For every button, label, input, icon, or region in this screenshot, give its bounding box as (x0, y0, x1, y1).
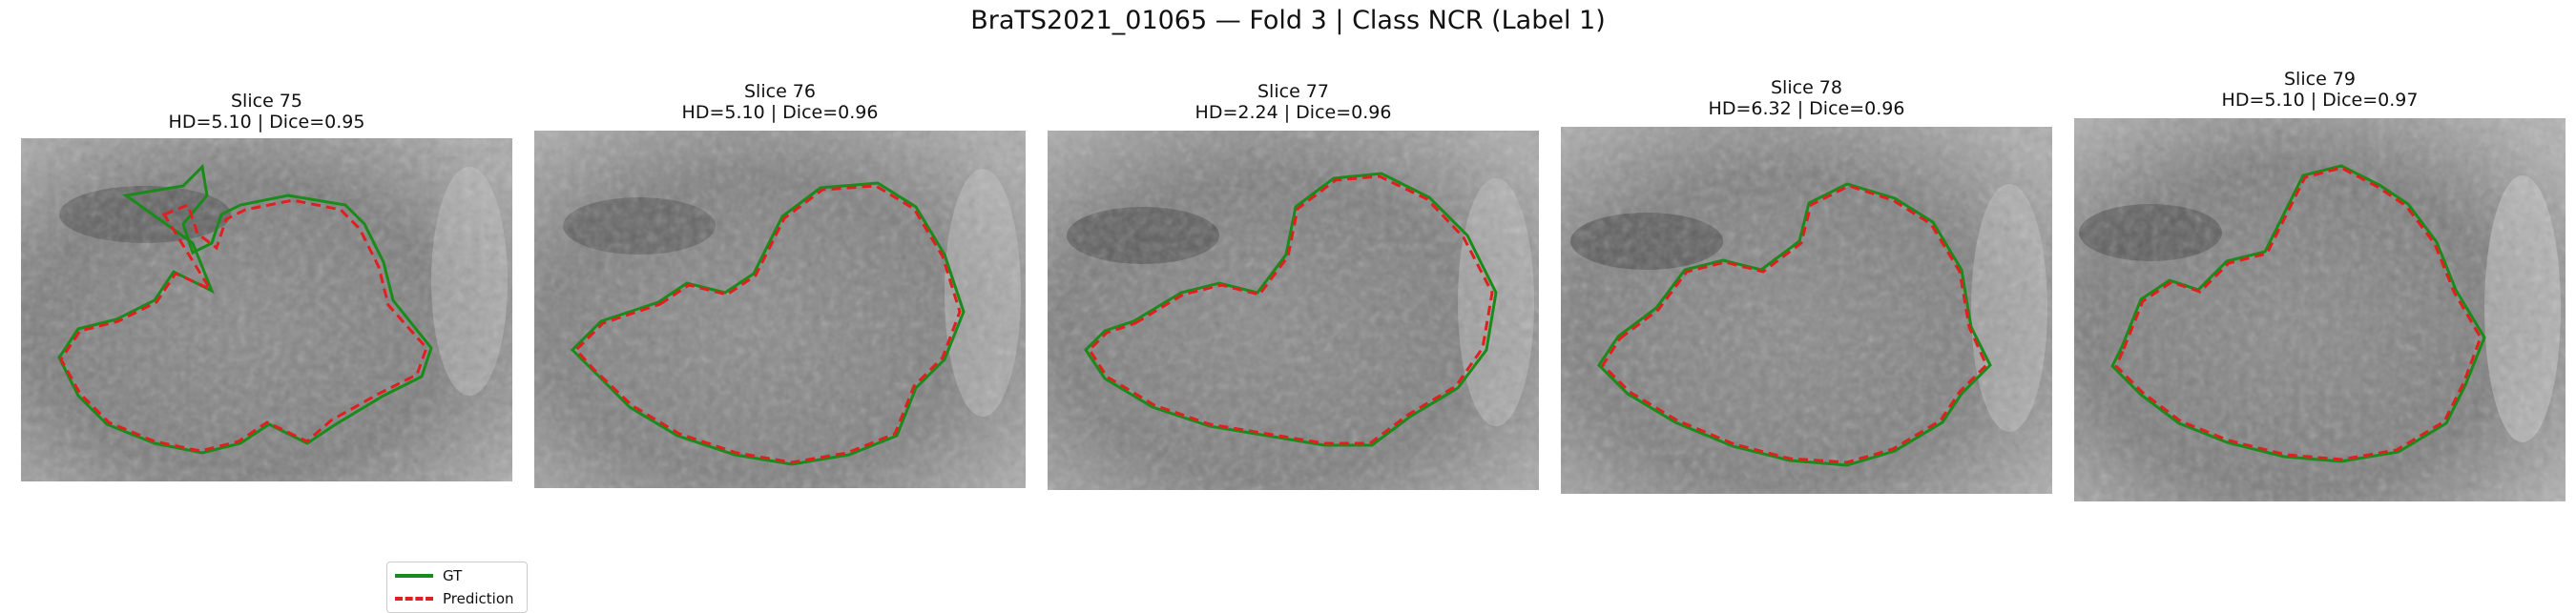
prediction-contour (1088, 174, 1494, 445)
gt-contour (2110, 164, 2486, 463)
legend-label-prediction: Prediction (443, 590, 514, 607)
prediction-contour (59, 198, 428, 453)
panel-title: Slice 78 HD=6.32 | Dice=0.96 (1561, 77, 2052, 119)
metrics-label: HD=5.10 | Dice=0.96 (681, 102, 879, 123)
slice-panel (2074, 118, 2566, 501)
gt-contour (57, 163, 433, 455)
slice-panel (1048, 131, 1539, 490)
mri-slice-image (21, 138, 512, 481)
mri-slice-image (534, 131, 1026, 488)
slice-label: Slice 79 (2284, 69, 2356, 90)
slice-label: Slice 76 (744, 81, 816, 102)
mri-slice-image (1561, 127, 2052, 494)
metrics-label: HD=5.10 | Dice=0.97 (2221, 90, 2419, 111)
gt-contour (570, 181, 966, 466)
figure-title: BraTS2021_01065 — Fold 3 | Class NCR (La… (970, 6, 1606, 35)
gt-contour (1084, 172, 1498, 447)
slice-panel: GT Prediction (21, 138, 528, 613)
slice-label: Slice 75 (231, 91, 302, 112)
prediction-contour (573, 184, 962, 464)
mri-slice-image (1048, 131, 1539, 490)
metrics-label: HD=6.32 | Dice=0.96 (1708, 98, 1905, 119)
metrics-label: HD=5.10 | Dice=0.95 (168, 112, 365, 133)
slice-panel (1561, 127, 2052, 494)
legend-item-prediction: Prediction (395, 589, 514, 608)
prediction-swatch (395, 597, 433, 601)
panel-title: Slice 79 HD=5.10 | Dice=0.97 (2074, 69, 2566, 111)
slice-panel (534, 131, 1026, 488)
slice-label: Slice 78 (1771, 77, 1842, 98)
legend-label-gt: GT (443, 567, 463, 584)
gt-swatch (395, 574, 433, 578)
slice-label: Slice 77 (1257, 81, 1329, 102)
prediction-contour (1601, 184, 1988, 464)
legend-item-gt: GT (395, 566, 462, 585)
metrics-label: HD=2.24 | Dice=0.96 (1195, 102, 1392, 123)
panel-title: Slice 76 HD=5.10 | Dice=0.96 (534, 81, 1026, 123)
legend: GT Prediction (386, 562, 528, 613)
panel-title: Slice 77 HD=2.24 | Dice=0.96 (1048, 81, 1539, 123)
panel-title: Slice 75 HD=5.10 | Dice=0.95 (21, 91, 512, 133)
prediction-contour (2114, 166, 2483, 461)
mri-slice-image (2074, 118, 2566, 501)
